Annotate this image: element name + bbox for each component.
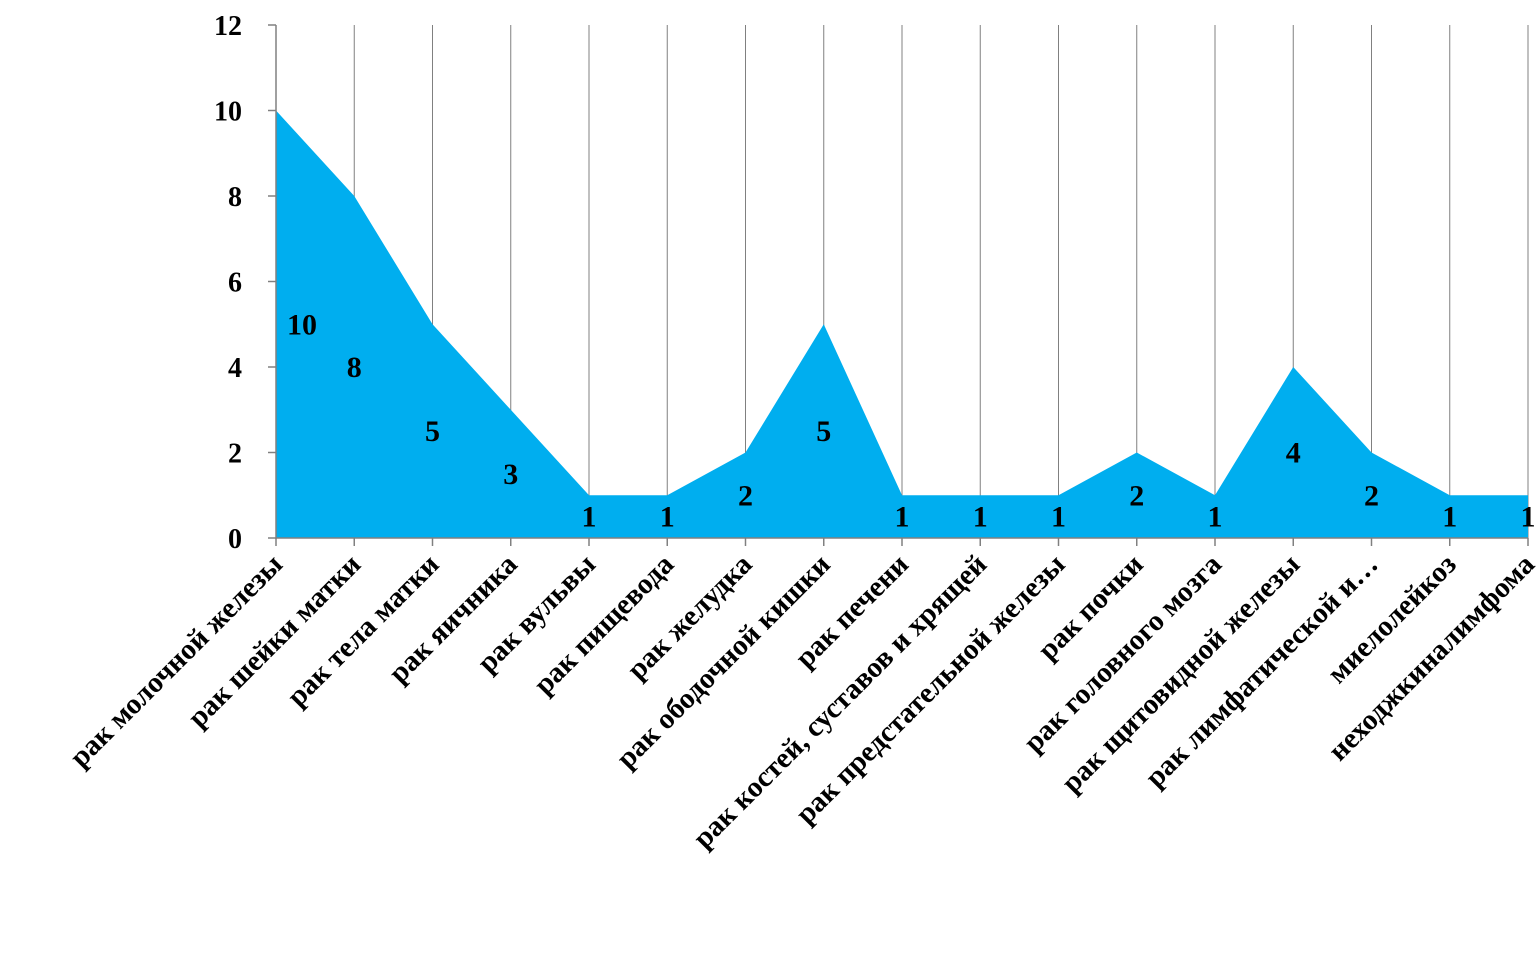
data-label: 1: [660, 501, 675, 534]
y-axis-tick-label: 10: [214, 97, 242, 128]
data-labels: 10 8 5 3 1 1 2 5 1 1 1 2 1 4 2 1 1: [287, 308, 1536, 533]
data-label: 5: [816, 415, 831, 448]
y-axis-tick-label: 6: [228, 268, 242, 299]
data-label: 4: [1286, 437, 1301, 470]
y-axis-tick-label: 4: [228, 353, 242, 384]
data-label: 2: [1129, 479, 1144, 512]
data-label: 5: [425, 415, 440, 448]
y-axis-tick-label: 8: [228, 182, 242, 213]
data-label: 1: [1521, 501, 1536, 534]
data-label: 10: [287, 308, 317, 341]
area-series: [276, 110, 1528, 538]
data-label: 3: [503, 458, 518, 491]
x-axis-category-label: рак пищевода: [528, 548, 681, 701]
y-axis-tick-labels: 0 2 4 6 8 10 12: [214, 11, 242, 555]
data-label: 1: [895, 501, 910, 534]
data-label: 1: [973, 501, 988, 534]
data-label: 1: [582, 501, 597, 534]
data-label: 2: [1364, 479, 1379, 512]
area-fill: [276, 110, 1528, 538]
y-axis-tick-label: 12: [214, 11, 242, 42]
data-label: 2: [738, 479, 753, 512]
y-axis-tick-label: 2: [228, 439, 242, 470]
data-label: 1: [1208, 501, 1223, 534]
axes: [268, 24, 1529, 546]
data-label: 1: [1051, 501, 1066, 534]
data-label: 8: [347, 351, 362, 384]
y-axis-tick-label: 0: [228, 524, 242, 555]
data-label: 1: [1442, 501, 1457, 534]
